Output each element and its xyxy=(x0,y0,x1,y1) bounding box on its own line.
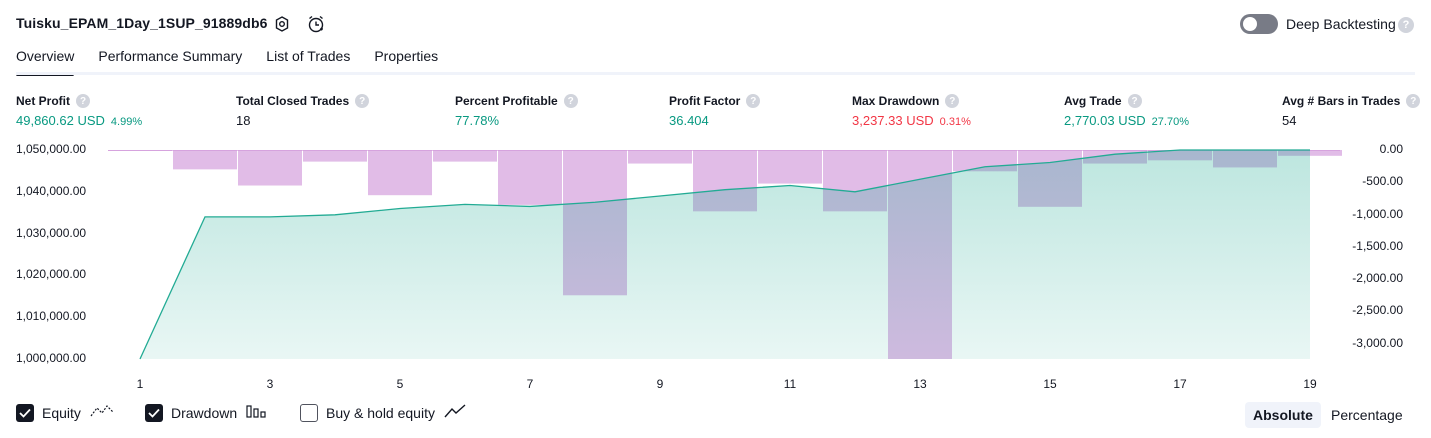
metric-label-text: Net Profit xyxy=(16,94,70,108)
equity-line xyxy=(139,149,1310,360)
metric-sub-text: 4.99% xyxy=(110,116,143,128)
buy-hold-checkbox[interactable] xyxy=(300,403,318,422)
left-axis-tick: 1,040,000.00 xyxy=(16,183,87,198)
help-icon[interactable]: ? xyxy=(746,94,761,108)
metric-label-text: Avg Trade xyxy=(1064,94,1122,108)
metric-percent-profitable-value: 77.78% xyxy=(455,113,499,128)
metric-value-text: 77.78% xyxy=(455,113,500,128)
right-axis-tick: -1,000.00 xyxy=(1352,206,1403,221)
metric-label-text: Max Drawdown xyxy=(852,94,940,108)
x-axis-tick: 9 xyxy=(656,377,664,391)
metric-percent-profitable-label: Percent Profitable? xyxy=(455,94,578,108)
left-axis-tick: 1,020,000.00 xyxy=(16,267,87,282)
x-axis-tick: 15 xyxy=(1043,377,1057,391)
x-axis-tick: 11 xyxy=(783,377,797,391)
metric-label-text: Percent Profitable xyxy=(455,94,558,108)
metric-avg-bars-value: 54 xyxy=(1282,113,1296,128)
metric-profit-factor-label: Profit Factor? xyxy=(669,94,761,108)
strategy-title: Tuisku_EPAM_1Day_1SUP_91889db6 xyxy=(16,15,268,31)
alert-clock-icon[interactable] xyxy=(304,12,328,36)
right-axis-tick: -3,000.00 xyxy=(1352,335,1403,350)
metric-value-text: 2,770.03 USD xyxy=(1064,113,1146,128)
settings-icon[interactable] xyxy=(270,12,294,36)
metric-total-trades-value: 18 xyxy=(236,113,250,128)
metric-label-text: Total Closed Trades xyxy=(236,94,350,108)
x-axis-tick: 5 xyxy=(396,377,404,391)
equity-line-icon xyxy=(89,403,115,422)
absolute-button[interactable]: Absolute xyxy=(1245,402,1321,428)
metric-max-drawdown-label: Max Drawdown? xyxy=(852,94,960,108)
metric-avg-bars-label: Avg # Bars in Trades? xyxy=(1282,94,1421,108)
drawdown-bars-icon xyxy=(245,403,267,422)
help-icon[interactable]: ? xyxy=(76,94,90,108)
right-axis-tick: -2,500.00 xyxy=(1352,303,1403,318)
left-axis-tick: 1,030,000.00 xyxy=(16,225,87,240)
equity-checkbox[interactable] xyxy=(16,403,34,422)
right-axis-tick: -500.00 xyxy=(1362,174,1403,189)
right-axis-tick: 0.00 xyxy=(1379,142,1403,156)
metric-net-profit-label: Net Profit? xyxy=(16,94,90,108)
metric-net-profit-value: 49,860.62 USD 4.99% xyxy=(16,113,142,128)
x-axis-tick: 19 xyxy=(1303,377,1317,391)
metric-total-trades-label: Total Closed Trades? xyxy=(236,94,370,108)
drawdown-checkbox[interactable] xyxy=(145,403,163,422)
metric-avg-trade-label: Avg Trade? xyxy=(1064,94,1142,108)
legend-equity[interactable]: Equity xyxy=(16,403,115,422)
legend-drawdown-label: Drawdown xyxy=(171,404,238,421)
help-icon[interactable]: ? xyxy=(563,94,578,108)
percentage-button[interactable]: Percentage xyxy=(1331,407,1403,423)
drawdown-bar[interactable] xyxy=(498,150,562,205)
help-icon[interactable]: ? xyxy=(945,94,960,108)
metric-sub-text: 0.31% xyxy=(939,116,971,128)
right-axis-tick: -1,500.00 xyxy=(1352,238,1403,253)
drawdown-bar[interactable] xyxy=(238,150,302,186)
legend-buy-hold[interactable]: Buy & hold equity xyxy=(300,403,467,422)
drawdown-bar[interactable] xyxy=(173,150,237,170)
legend-equity-label: Equity xyxy=(42,404,81,421)
left-axis-tick: 1,000,000.00 xyxy=(16,351,87,365)
x-axis-tick: 7 xyxy=(526,377,534,391)
left-axis-tick: 1,010,000.00 xyxy=(16,309,87,324)
drawdown-bar[interactable] xyxy=(433,150,497,162)
x-axis-tick: 13 xyxy=(913,377,927,391)
tab-performance-summary[interactable]: Performance Summary xyxy=(98,48,243,64)
drawdown-bar[interactable] xyxy=(628,150,692,164)
tab-divider xyxy=(16,72,1415,75)
drawdown-bar[interactable] xyxy=(368,150,432,196)
equity-area xyxy=(140,150,1310,359)
left-axis-tick: 1,050,000.00 xyxy=(16,142,87,156)
deep-backtesting-label: Deep Backtesting xyxy=(1286,16,1396,32)
metric-value-text: 54 xyxy=(1282,113,1297,128)
drawdown-bar[interactable] xyxy=(303,150,367,162)
help-icon[interactable]: ? xyxy=(1127,94,1142,108)
metric-value-text: 49,860.62 USD xyxy=(16,113,105,128)
metric-profit-factor-value: 36.404 xyxy=(669,113,709,128)
metric-label-text: Profit Factor xyxy=(669,94,741,108)
metric-sub-text: 27.70% xyxy=(1151,116,1189,128)
help-icon[interactable]: ? xyxy=(1406,94,1421,108)
help-icon[interactable]: ? xyxy=(1398,17,1414,33)
buy-hold-line-icon xyxy=(443,403,467,422)
metric-avg-trade-value: 2,770.03 USD 27.70% xyxy=(1064,113,1189,128)
x-axis-tick: 17 xyxy=(1173,377,1187,391)
drawdown-bar[interactable] xyxy=(108,150,172,151)
tab-properties[interactable]: Properties xyxy=(374,48,439,64)
metric-max-drawdown-value: 3,237.33 USD 0.31% xyxy=(852,113,971,128)
metric-value-text: 18 xyxy=(236,113,251,128)
metric-label-text: Avg # Bars in Trades xyxy=(1282,94,1401,108)
deep-backtesting-toggle[interactable] xyxy=(1240,14,1278,34)
metric-value-text: 3,237.33 USD xyxy=(852,113,934,128)
tab-list-of-trades[interactable]: List of Trades xyxy=(266,48,351,64)
legend-drawdown[interactable]: Drawdown xyxy=(145,403,267,422)
x-axis-tick: 1 xyxy=(136,377,144,391)
x-axis-tick: 3 xyxy=(266,377,274,391)
toggle-knob xyxy=(1243,17,1257,31)
help-icon[interactable]: ? xyxy=(355,94,370,108)
metric-value-text: 36.404 xyxy=(669,113,709,128)
legend-buy-hold-label: Buy & hold equity xyxy=(326,404,435,421)
drawdown-bar[interactable] xyxy=(758,150,822,184)
right-axis-tick: -2,000.00 xyxy=(1352,271,1403,286)
